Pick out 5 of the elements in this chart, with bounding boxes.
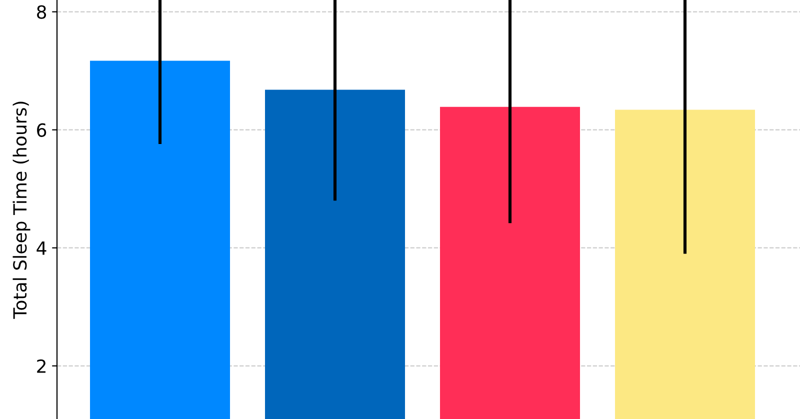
y-tick-label: 6 [37,123,46,137]
y-tick-label: 4 [36,242,46,255]
y-tick-label: 2 [37,359,46,373]
y-tick-label: 8 [37,5,46,19]
y-axis-title: Total Sleep Time (hours) [12,102,30,319]
